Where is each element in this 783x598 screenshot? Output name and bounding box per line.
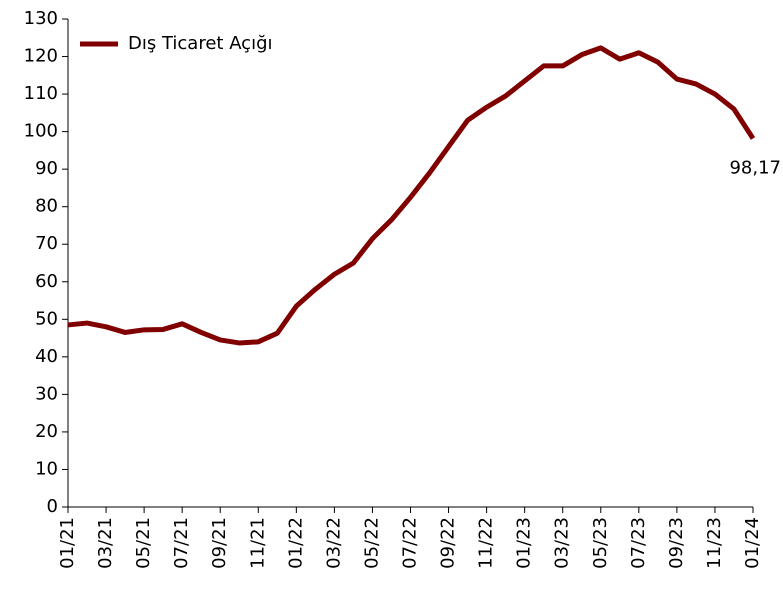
y-tick-label: 20 (35, 421, 58, 442)
x-tick-label: 03/21 (95, 517, 116, 569)
x-tick-label: 01/24 (742, 517, 763, 569)
x-tick-label: 09/21 (209, 517, 230, 569)
x-tick-label: 05/23 (590, 517, 611, 569)
y-tick-label: 100 (24, 121, 58, 142)
y-tick-label: 120 (24, 46, 58, 67)
x-tick-label: 01/23 (514, 517, 535, 569)
y-tick-label: 0 (47, 496, 58, 517)
line (67, 45, 756, 346)
x-tick-label: 01/22 (285, 517, 306, 569)
y-tick-label: 30 (35, 383, 58, 404)
y-tick-label: 130 (24, 8, 58, 29)
y-tick-label: 80 (35, 196, 58, 217)
y-tick-label: 70 (35, 233, 58, 254)
y-tick-label: 40 (35, 346, 58, 367)
x-tick-label: 07/21 (171, 517, 192, 569)
x-tick-label: 03/23 (552, 517, 573, 569)
x-tick-label: 05/21 (133, 517, 154, 569)
y-tick-label: 60 (35, 271, 58, 292)
y-tick-label: 50 (35, 308, 58, 329)
x-tick-label: 07/22 (400, 517, 421, 569)
value-label: 98,17 (729, 157, 781, 178)
y-tick-label: 90 (35, 158, 58, 179)
x-tick-label: 01/21 (57, 517, 78, 569)
legend-label: Dış Ticaret Açığı (128, 33, 273, 54)
x-tick-label: 09/23 (666, 517, 687, 569)
x-tick-label: 03/22 (323, 517, 344, 569)
y-tick-label: 10 (35, 458, 58, 479)
x-tick-label: 11/22 (476, 517, 497, 569)
x-tick-label: 07/23 (628, 517, 649, 569)
x-tick-label: 11/21 (247, 517, 268, 569)
x-tick-label: 11/23 (704, 517, 725, 569)
y-tick-label: 110 (24, 83, 58, 104)
x-tick-label: 09/22 (438, 517, 459, 569)
x-tick-label: 05/22 (361, 517, 382, 569)
